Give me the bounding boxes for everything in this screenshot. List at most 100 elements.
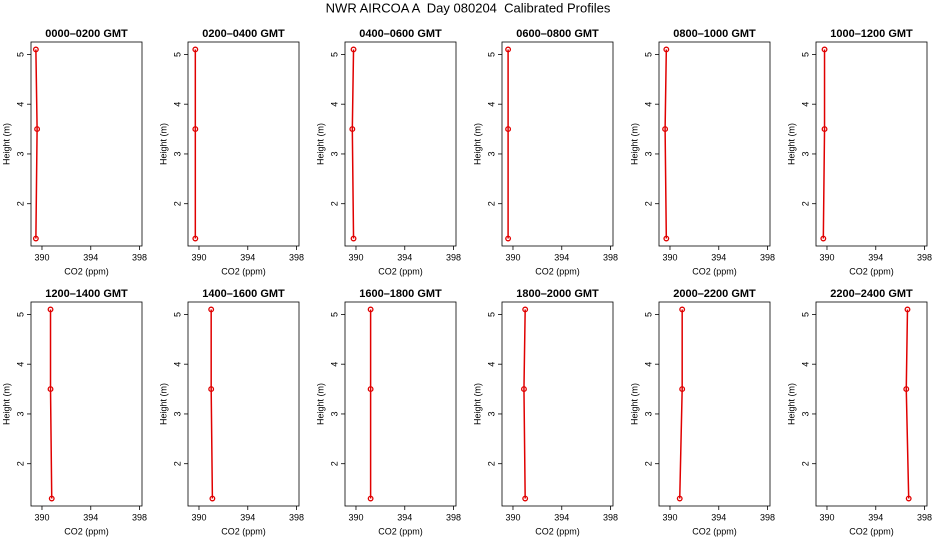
x-axis-label: CO2 (ppm) xyxy=(692,266,737,276)
y-tick-label: 4 xyxy=(329,362,339,367)
x-tick-label: 390 xyxy=(34,512,49,522)
x-tick-label: 390 xyxy=(348,512,363,522)
y-axis-label: Height (m) xyxy=(472,383,482,425)
y-tick-label: 2 xyxy=(329,201,339,206)
y-axis-label: Height (m) xyxy=(315,123,325,165)
profile-line xyxy=(523,309,526,499)
profile-point xyxy=(905,495,912,502)
plot-frame xyxy=(501,301,614,507)
y-tick-label: 4 xyxy=(15,362,25,367)
profile-point xyxy=(208,306,215,313)
x-axis-label: CO2 (ppm) xyxy=(849,266,894,276)
panel-title: 1200–1400 GMT xyxy=(45,288,128,300)
y-tick-label: 4 xyxy=(329,102,339,107)
y-tick-label: 4 xyxy=(172,102,182,107)
profile-point xyxy=(679,386,686,393)
profile-line xyxy=(822,49,826,239)
x-axis-label: CO2 (ppm) xyxy=(221,526,266,536)
y-tick-label: 4 xyxy=(800,362,810,367)
y-tick-label: 5 xyxy=(329,312,339,317)
panel-title: 1800–2000 GMT xyxy=(516,288,599,300)
profile-point xyxy=(349,126,356,133)
x-tick-label: 394 xyxy=(397,252,412,262)
profile-point xyxy=(208,386,215,393)
profile-point xyxy=(522,306,529,313)
y-axis-label: Height (m) xyxy=(629,123,639,165)
x-tick-label: 390 xyxy=(662,512,677,522)
x-axis-label: CO2 (ppm) xyxy=(849,526,894,536)
x-axis-label: CO2 (ppm) xyxy=(64,526,109,536)
y-tick-label: 2 xyxy=(15,461,25,466)
panel-title: 0800–1000 GMT xyxy=(673,28,756,40)
x-tick-label: 398 xyxy=(917,252,932,262)
plot-frame xyxy=(187,41,300,247)
profile-point xyxy=(367,306,374,313)
y-tick-label: 2 xyxy=(172,201,182,206)
profile-line xyxy=(49,309,53,499)
y-tick-label: 3 xyxy=(15,151,25,156)
profile-line xyxy=(905,309,910,499)
x-tick-label: 398 xyxy=(446,512,461,522)
profile-point xyxy=(662,126,669,133)
profile-point xyxy=(904,306,911,313)
profile-point xyxy=(350,235,357,242)
y-tick-label: 3 xyxy=(800,411,810,416)
x-axis-label: CO2 (ppm) xyxy=(535,526,580,536)
x-axis-label: CO2 (ppm) xyxy=(535,266,580,276)
profile-point xyxy=(505,126,512,133)
y-tick-label: 5 xyxy=(643,52,653,57)
panel-title: 2200–2400 GMT xyxy=(830,288,913,300)
x-tick-label: 398 xyxy=(760,512,775,522)
x-axis-label: CO2 (ppm) xyxy=(221,266,266,276)
x-tick-label: 394 xyxy=(868,512,883,522)
profile-point xyxy=(676,495,683,502)
y-axis-label: Height (m) xyxy=(1,123,11,165)
y-tick-label: 4 xyxy=(15,102,25,107)
y-tick-label: 4 xyxy=(643,102,653,107)
profile-point xyxy=(522,495,529,502)
profile-point xyxy=(521,386,527,393)
profile-point xyxy=(663,46,670,53)
x-tick-label: 390 xyxy=(348,252,363,262)
panel-title: 2000–2200 GMT xyxy=(673,288,756,300)
x-axis-label: CO2 (ppm) xyxy=(378,526,423,536)
x-tick-label: 394 xyxy=(868,252,883,262)
profile-point xyxy=(48,495,55,502)
y-tick-label: 2 xyxy=(15,201,25,206)
x-tick-label: 394 xyxy=(240,512,255,522)
y-tick-label: 3 xyxy=(172,411,182,416)
profile-point xyxy=(505,46,512,53)
x-tick-label: 394 xyxy=(554,252,569,262)
profile-line xyxy=(678,309,683,499)
y-tick-label: 2 xyxy=(172,461,182,466)
y-tick-label: 4 xyxy=(800,102,810,107)
x-tick-label: 394 xyxy=(711,512,726,522)
y-tick-label: 3 xyxy=(172,151,182,156)
y-tick-label: 3 xyxy=(329,151,339,156)
profile-point xyxy=(32,235,39,242)
x-tick-label: 390 xyxy=(819,252,834,262)
x-tick-label: 398 xyxy=(132,512,147,522)
x-tick-label: 390 xyxy=(191,512,206,522)
y-axis-label: Height (m) xyxy=(786,123,796,165)
y-tick-label: 2 xyxy=(643,461,653,466)
y-axis-label: Height (m) xyxy=(158,123,168,165)
panel-title: 0200–0400 GMT xyxy=(202,28,285,40)
y-axis-label: Height (m) xyxy=(1,383,11,425)
x-tick-label: 390 xyxy=(819,512,834,522)
y-tick-label: 5 xyxy=(15,52,25,57)
y-tick-label: 5 xyxy=(486,52,496,57)
y-tick-label: 3 xyxy=(643,151,653,156)
plot-frame xyxy=(30,301,143,507)
x-tick-label: 398 xyxy=(760,252,775,262)
x-tick-label: 390 xyxy=(505,512,520,522)
x-tick-label: 394 xyxy=(240,252,255,262)
panel-title: 1600–1800 GMT xyxy=(359,288,442,300)
profile-point xyxy=(821,46,828,53)
y-tick-label: 2 xyxy=(643,201,653,206)
x-axis-label: CO2 (ppm) xyxy=(378,266,423,276)
plot-frame xyxy=(501,41,614,247)
x-tick-label: 394 xyxy=(83,512,98,522)
